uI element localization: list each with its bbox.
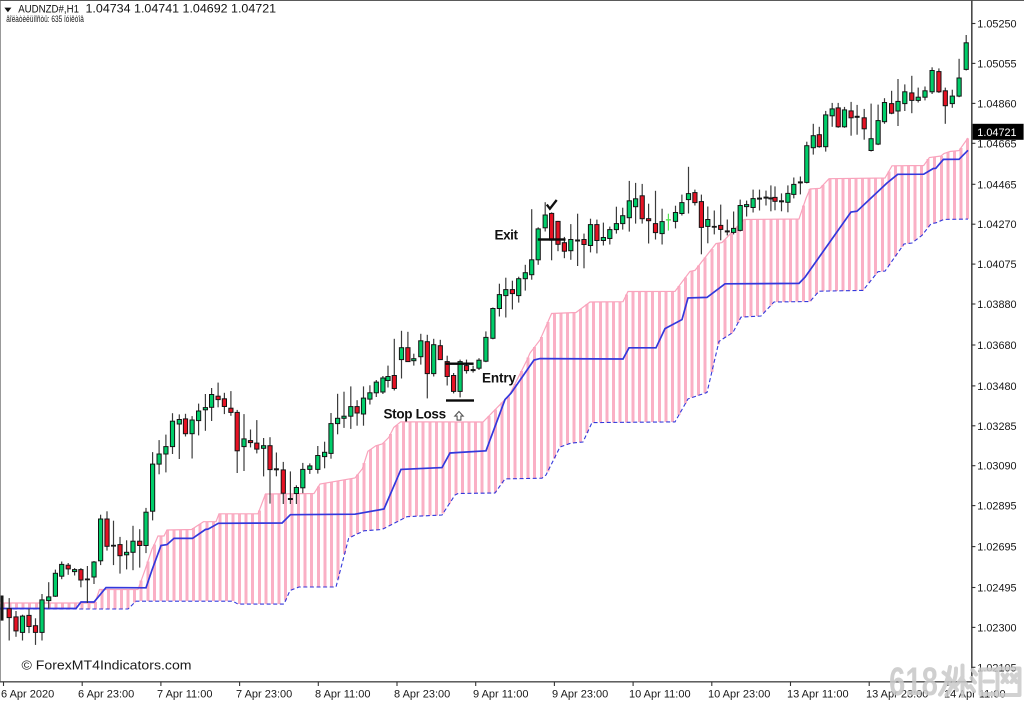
svg-text:1.04665: 1.04665 [977,138,1016,150]
svg-text:1.04860: 1.04860 [977,98,1016,110]
svg-text:8 Apr 11:00: 8 Apr 11:00 [315,689,370,701]
svg-text:1.04270: 1.04270 [977,219,1016,231]
svg-text:AUDNZD#,H1: AUDNZD#,H1 [18,4,79,16]
svg-text:1.02495: 1.02495 [977,583,1016,595]
svg-text:1.03880: 1.03880 [977,299,1016,311]
svg-text:1.03090: 1.03090 [977,461,1016,473]
svg-text:6 Apr 2020: 6 Apr 2020 [1,689,54,701]
svg-text:8 Apr 23:00: 8 Apr 23:00 [394,689,450,701]
svg-text:1.03680: 1.03680 [977,340,1016,352]
svg-text:10 Apr 23:00: 10 Apr 23:00 [708,689,770,701]
svg-text:7 Apr 23:00: 7 Apr 23:00 [236,689,292,701]
svg-text:6 Apr 23:00: 6 Apr 23:00 [78,689,134,701]
svg-text:Exit: Exit [495,227,519,242]
svg-text:618: 618 [889,660,938,704]
svg-text:9 Apr 11:00: 9 Apr 11:00 [473,689,528,701]
svg-text:1.04465: 1.04465 [977,179,1016,191]
svg-text:13 Apr 11:00: 13 Apr 11:00 [787,689,849,701]
svg-text:1.03285: 1.03285 [977,421,1016,433]
svg-text:1.05250: 1.05250 [977,19,1016,31]
svg-text:1.02300: 1.02300 [977,622,1016,634]
svg-text:Stop Loss: Stop Loss [384,406,447,421]
svg-text:9 Apr 23:00: 9 Apr 23:00 [552,689,608,701]
svg-text:1.04734 1.04741 1.04692 1.0472: 1.04734 1.04741 1.04692 1.04721 [86,2,277,16]
svg-text:7 Apr 11:00: 7 Apr 11:00 [157,689,212,701]
svg-text:âîëàòèëüíîñòü: 635 ïóíêòîâ: âîëàòèëüíîñòü: 635 ïóíêòîâ [6,14,84,25]
svg-text:1.04075: 1.04075 [977,259,1016,271]
svg-text:10 Apr 11:00: 10 Apr 11:00 [629,689,691,701]
svg-text:1.04721: 1.04721 [977,127,1016,139]
svg-text:1.02895: 1.02895 [977,501,1016,513]
svg-text:1.02695: 1.02695 [977,542,1016,554]
svg-text:1.03480: 1.03480 [977,381,1016,393]
svg-text:© ForexMT4Indicators.com: © ForexMT4Indicators.com [22,658,192,673]
svg-text:Entry: Entry [482,371,516,386]
svg-text:14 Apr 11:00: 14 Apr 11:00 [944,689,1006,701]
svg-text:13 Apr 23:00: 13 Apr 23:00 [866,689,928,701]
svg-text:1.05055: 1.05055 [977,58,1016,70]
